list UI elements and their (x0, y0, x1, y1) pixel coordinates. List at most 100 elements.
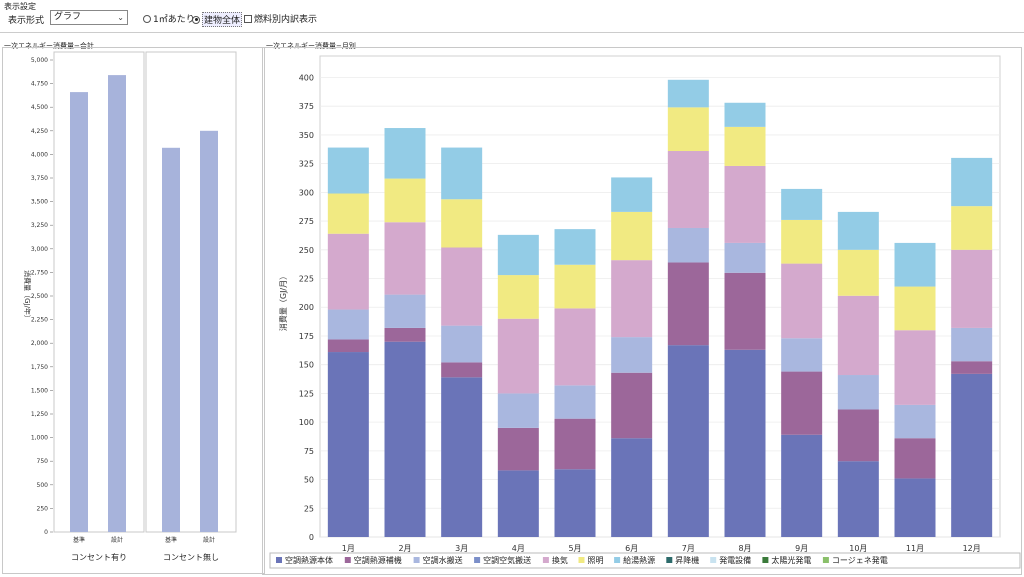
fuel-breakdown-option[interactable]: 燃料別内訳表示 (244, 12, 317, 25)
left-x-tick-label: 設計 (111, 536, 123, 544)
stacked-bar-segment (384, 128, 426, 179)
legend-swatch (542, 557, 549, 563)
stacked-bar-segment (441, 377, 483, 537)
stacked-bar-segment (894, 438, 936, 479)
left-x-tick-label: 設計 (203, 536, 215, 544)
left-y-tick-label: 2,500 (31, 293, 48, 300)
per-sqm-label: 1㎡あたり (153, 15, 195, 25)
stacked-bar-segment (837, 211, 879, 250)
legend-label: 空調水搬送 (423, 555, 463, 565)
stacked-bar-segment (781, 434, 823, 537)
stacked-bar-segment (327, 352, 369, 537)
stacked-bar-segment (327, 193, 369, 234)
stacked-bar-segment (837, 409, 879, 462)
stacked-bar-segment (951, 206, 993, 250)
left-y-tick-label: 5,000 (31, 57, 48, 64)
legend-label: 給湯熱源 (623, 555, 655, 565)
left-y-tick-label: 3,250 (31, 222, 48, 229)
legend-swatch (276, 557, 282, 563)
stacked-bar-segment (781, 338, 823, 372)
legend-swatch (762, 557, 769, 563)
plot-area (319, 55, 1001, 538)
legend-swatch (413, 557, 420, 563)
stacked-bar-segment (951, 361, 993, 374)
stacked-bar-segment (554, 469, 596, 537)
left-y-tick-label: 250 (37, 505, 49, 512)
right-y-tick-label: 25 (304, 504, 314, 513)
stacked-bar-segment (667, 79, 709, 108)
stacked-bar-segment (611, 177, 653, 212)
settings-divider (0, 32, 1024, 33)
stacked-bar-segment (667, 345, 709, 537)
left-y-tick-label: 0 (44, 529, 48, 536)
right-y-tick-label: 200 (299, 303, 314, 312)
left-x-tick-label: 基準 (165, 536, 177, 544)
right-y-tick-label: 225 (299, 275, 314, 284)
left-y-tick-label: 1,000 (31, 435, 48, 442)
by-item-radio[interactable] (192, 15, 200, 24)
right-y-tick-label: 175 (299, 332, 314, 341)
stacked-bar-segment (837, 295, 879, 376)
stacked-bar-segment (327, 339, 369, 353)
total-bar (162, 147, 180, 532)
legend-label: 昇降機 (675, 555, 699, 565)
left-group-label: コンセント有り (71, 552, 127, 562)
stacked-bar-segment (951, 327, 993, 362)
monthly-chart: 0 25 50 75 100 125 150 175 200 225 250 275 300 325 350… (269, 55, 1021, 569)
legend-swatch (822, 557, 829, 563)
stacked-bar-segment (894, 242, 936, 287)
legend-label: 換気 (552, 555, 568, 565)
stacked-bar-segment (781, 219, 823, 264)
right-y-tick-label: 50 (304, 476, 314, 485)
stacked-bar-segment (554, 385, 596, 419)
stacked-bar-segment (781, 188, 823, 220)
legend-swatch (666, 557, 673, 563)
stacked-bar-segment (611, 337, 653, 373)
stacked-bar-segment (554, 418, 596, 470)
stacked-bar-segment (327, 147, 369, 194)
right-y-tick-label: 150 (299, 361, 314, 370)
per-sqm-option[interactable]: 1㎡あたり (143, 12, 195, 25)
legend-swatch (474, 557, 481, 563)
stacked-bar-segment (667, 151, 709, 228)
right-x-tick-label: 11月 (906, 544, 924, 553)
left-group-box (53, 51, 145, 533)
total-bar (200, 130, 218, 533)
stacked-bar-segment (384, 178, 426, 223)
stacked-bar-segment (951, 373, 993, 537)
chevron-down-icon: ⌄ (117, 13, 124, 22)
stacked-bar-segment (497, 393, 539, 428)
stacked-bar-segment (497, 275, 539, 319)
left-y-axis-label: 消費量（GJ/年） (23, 270, 32, 322)
by-item-label: 建物全体 (202, 12, 243, 27)
right-x-tick-label: 3月 (455, 544, 468, 553)
stacked-bar-segment (441, 325, 483, 363)
stacked-bar-segment (724, 102, 766, 127)
stacked-bar-segment (837, 249, 879, 296)
stacked-bar-segment (384, 327, 426, 342)
legend-label: 空調空気搬送 (483, 555, 531, 565)
format-select[interactable]: グラフ ⌄ (50, 10, 128, 25)
fuel-breakdown-checkbox[interactable] (244, 14, 252, 23)
stacked-bar-segment (724, 165, 766, 243)
legend-swatch (614, 557, 621, 563)
right-y-tick-label: 0 (309, 533, 314, 542)
left-y-tick-label: 3,000 (31, 246, 48, 253)
right-y-tick-label: 275 (299, 217, 314, 226)
right-y-tick-label: 400 (299, 73, 314, 82)
by-item-option[interactable]: 建物全体 (192, 12, 243, 27)
stacked-bar-segment (441, 362, 483, 378)
stacked-bar-segment (611, 260, 653, 338)
stacked-bar-segment (837, 461, 879, 537)
right-x-tick-label: 9月 (795, 544, 808, 553)
right-panel (262, 47, 1022, 575)
format-label: 表示形式 (8, 16, 45, 26)
stacked-bar-segment (611, 372, 653, 439)
total-bar (70, 92, 88, 532)
per-sqm-radio[interactable] (143, 14, 151, 23)
left-x-tick-label: 基準 (73, 536, 85, 544)
stacked-bar-segment (894, 404, 936, 439)
stacked-bar-segment (894, 286, 936, 331)
stacked-bar-segment (781, 371, 823, 435)
fuel-breakdown-label: 燃料別内訳表示 (254, 15, 318, 25)
